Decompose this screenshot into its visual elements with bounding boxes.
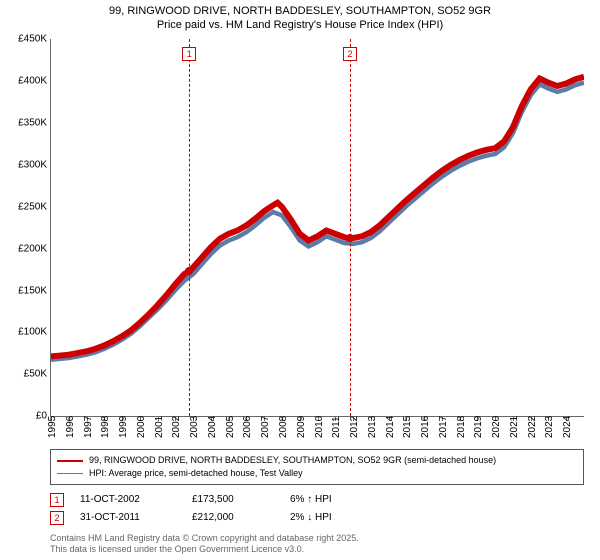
marker-rule: [189, 39, 190, 417]
sale-marker: 1: [50, 493, 64, 507]
y-tick-label: £400K: [18, 75, 51, 86]
y-tick-label: £200K: [18, 243, 51, 254]
sale-price: £173,500: [192, 491, 262, 509]
sale-hpi-delta: 2% ↓ HPI: [290, 509, 370, 527]
sale-date: 11-OCT-2002: [80, 491, 164, 509]
sale-hpi-delta: 6% ↑ HPI: [290, 491, 370, 509]
sale-row: 2 31-OCT-2011 £212,000 2% ↓ HPI: [50, 509, 584, 527]
x-tick-label: 1996: [65, 416, 76, 438]
x-tick-label: 2001: [154, 416, 165, 438]
x-tick-label: 1998: [100, 416, 111, 438]
chart-area: £0£50K£100K£150K£200K£250K£300K£350K£400…: [50, 39, 584, 418]
x-tick-label: 2013: [367, 416, 378, 438]
x-tick-label: 2000: [136, 416, 147, 438]
x-tick-label: 2020: [491, 416, 502, 438]
footer-line2: This data is licensed under the Open Gov…: [50, 544, 584, 556]
marker-dot: [185, 267, 193, 275]
y-tick-label: £350K: [18, 117, 51, 128]
x-tick-label: 2024: [562, 416, 573, 438]
x-tick-label: 2019: [473, 416, 484, 438]
x-tick-label: 2011: [331, 417, 342, 439]
x-tick-label: 2022: [527, 416, 538, 438]
x-tick-label: 2014: [385, 416, 396, 438]
title-line1: 99, RINGWOOD DRIVE, NORTH BADDESLEY, SOU…: [8, 4, 592, 18]
x-tick-label: 1997: [83, 416, 94, 438]
y-tick-label: £250K: [18, 201, 51, 212]
x-tick-label: 2015: [402, 416, 413, 438]
marker-box: 2: [343, 47, 357, 61]
legend-row: HPI: Average price, semi-detached house,…: [57, 467, 577, 480]
title-block: 99, RINGWOOD DRIVE, NORTH BADDESLEY, SOU…: [8, 4, 592, 33]
x-tick-label: 2005: [225, 416, 236, 438]
series-price_paid: [51, 76, 584, 356]
marker-box: 1: [182, 47, 196, 61]
y-tick-label: £450K: [18, 33, 51, 44]
x-tick-label: 2002: [171, 416, 182, 438]
x-tick-label: 2009: [296, 416, 307, 438]
x-tick-label: 2017: [438, 416, 449, 438]
x-tick-label: 2021: [509, 416, 520, 438]
footer: Contains HM Land Registry data © Crown c…: [50, 533, 584, 556]
x-tick-label: 1999: [118, 416, 129, 438]
sale-date: 31-OCT-2011: [80, 509, 164, 527]
y-tick-label: £300K: [18, 159, 51, 170]
x-tick-label: 2003: [189, 416, 200, 438]
x-tick-label: 1995: [47, 416, 58, 438]
chart-container: 99, RINGWOOD DRIVE, NORTH BADDESLEY, SOU…: [0, 0, 600, 560]
legend-row: 99, RINGWOOD DRIVE, NORTH BADDESLEY, SOU…: [57, 454, 577, 467]
x-tick-label: 2012: [349, 416, 360, 438]
sale-price: £212,000: [192, 509, 262, 527]
legend-swatch: [57, 460, 83, 462]
marker-dot: [346, 234, 354, 242]
sales-table: 1 11-OCT-2002 £173,500 6% ↑ HPI 2 31-OCT-2011…: [50, 491, 584, 527]
x-tick-label: 2007: [260, 416, 271, 438]
x-tick-label: 2016: [420, 416, 431, 438]
y-tick-label: £100K: [18, 327, 51, 338]
legend-label: 99, RINGWOOD DRIVE, NORTH BADDESLEY, SOU…: [89, 454, 496, 467]
x-tick-label: 2010: [314, 416, 325, 438]
legend-label: HPI: Average price, semi-detached house,…: [89, 467, 303, 480]
x-tick-label: 2004: [207, 416, 218, 438]
y-tick-label: £50K: [24, 369, 51, 380]
sale-marker: 2: [50, 511, 64, 525]
marker-rule: [350, 39, 351, 417]
title-line2: Price paid vs. HM Land Registry's House …: [8, 18, 592, 32]
y-tick-label: £150K: [18, 285, 51, 296]
sale-row: 1 11-OCT-2002 £173,500 6% ↑ HPI: [50, 491, 584, 509]
x-tick-label: 2008: [278, 416, 289, 438]
legend: 99, RINGWOOD DRIVE, NORTH BADDESLEY, SOU…: [50, 449, 584, 484]
footer-line1: Contains HM Land Registry data © Crown c…: [50, 533, 584, 545]
x-tick-label: 2006: [242, 416, 253, 438]
series-hpi: [51, 82, 584, 359]
x-tick-label: 2023: [544, 416, 555, 438]
plot-canvas: [51, 39, 584, 417]
legend-swatch: [57, 473, 83, 474]
x-tick-label: 2018: [456, 416, 467, 438]
